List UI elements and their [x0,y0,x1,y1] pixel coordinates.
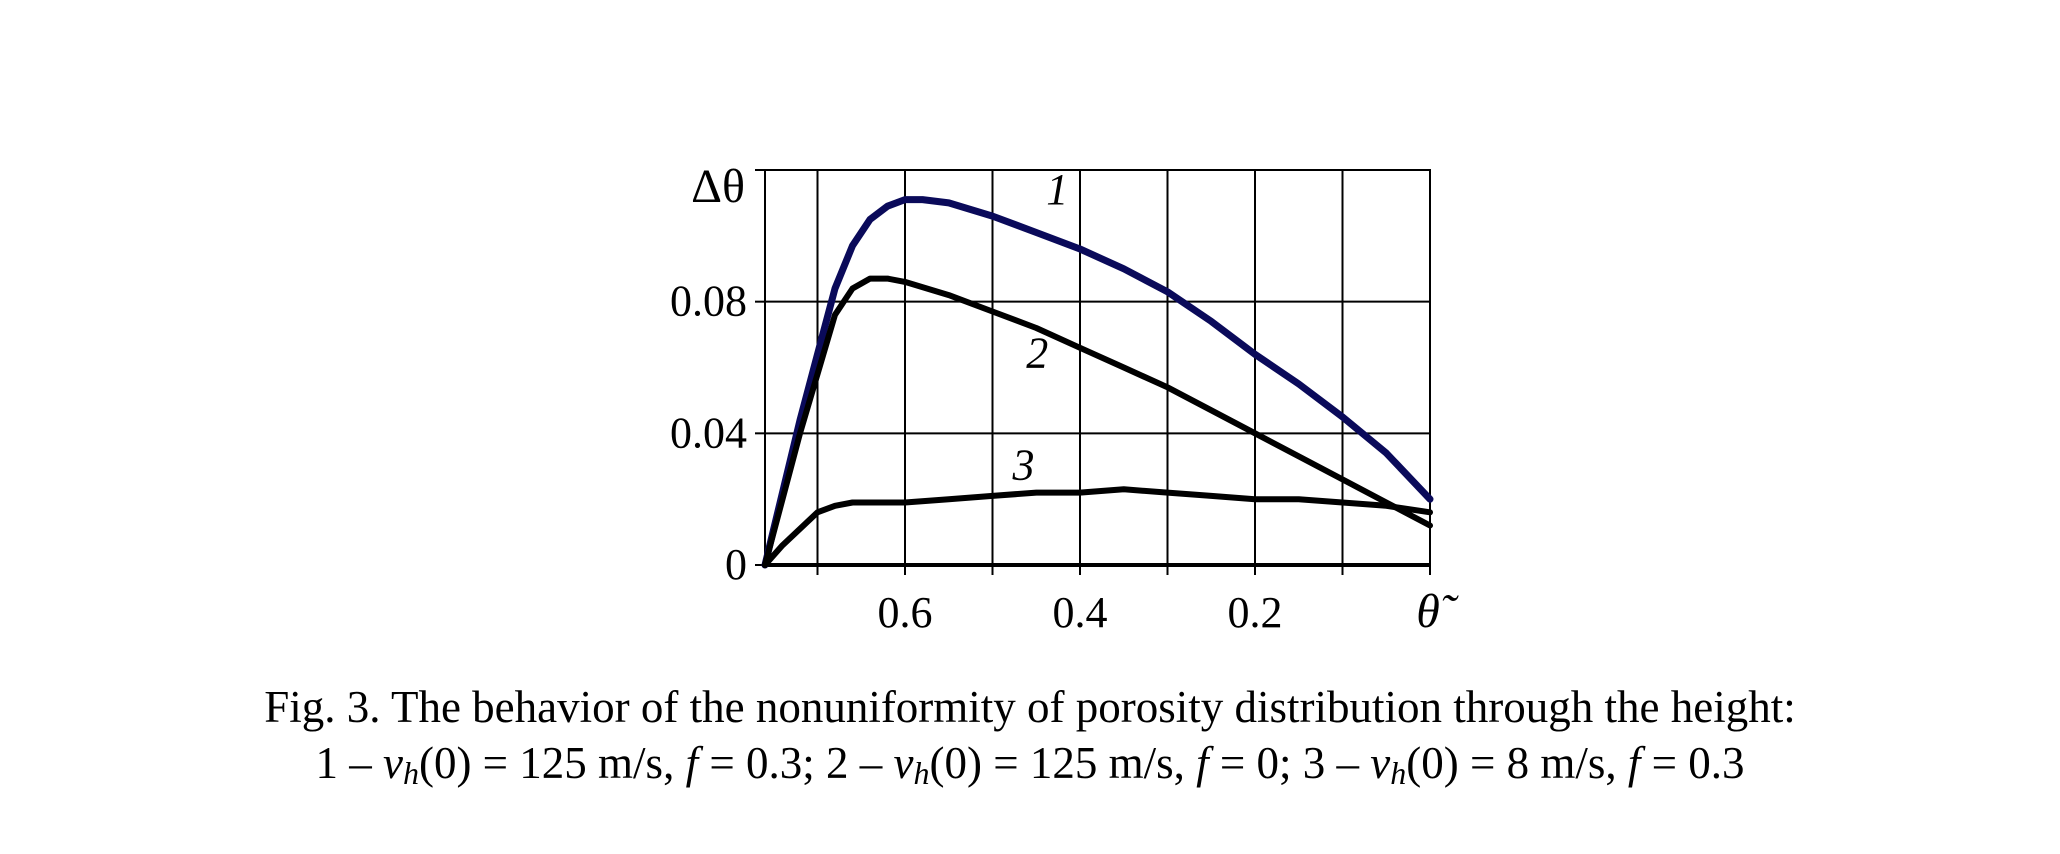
caption-part: (0) = 125 m/s, [418,738,686,788]
caption-part: = 0.3 [1640,738,1745,788]
caption-velocity-subscript: h [913,755,930,791]
y-axis-label: Δθ [691,160,745,213]
x-tick-label: 0.6 [878,588,933,637]
caption-velocity-symbol: v [1370,738,1391,788]
caption-friction-symbol: f [685,738,699,788]
series-label-1: 1 [1046,165,1068,214]
caption-part: (0) = 125 m/s, [929,738,1197,788]
caption-part: = 0; 3 – [1208,738,1371,788]
caption-velocity-subscript: h [402,755,419,791]
caption-line-1: Fig. 3. The behavior of the nonuniformit… [264,682,1796,732]
x-axis-label: θ̃ [1416,585,1459,638]
caption-line-2: 1 – vh(0) = 125 m/s, f = 0.3; 2 – vh(0) … [0,738,2060,791]
caption-friction-symbol: f [1196,738,1209,788]
caption-velocity-subscript: h [1390,755,1407,791]
caption-part: = 0.3; 2 – [698,738,894,788]
series-lines [761,196,1434,569]
caption-velocity-symbol: v [382,738,403,788]
series-line-2 [762,275,1433,568]
caption-friction-symbol: f [1627,738,1641,788]
caption-velocity-symbol: v [893,738,914,788]
series-line-1 [761,196,1434,569]
x-tick-label: 0.2 [1228,588,1283,637]
axes [755,169,1431,575]
y-tick-label: 0.04 [670,408,747,457]
series-label-3: 3 [1012,440,1035,489]
series-line-3 [762,486,1433,568]
caption-part: 1 – [315,738,383,788]
caption-part: (0) = 8 m/s, [1406,738,1628,788]
porosity-chart: 1 2 3 0 0.04 0.08 0.6 0.4 0.2 Δθ θ̃ [670,160,1459,638]
grid [765,170,1430,565]
y-tick-label: 0 [725,540,747,589]
y-tick-label: 0.08 [670,277,747,326]
x-tick-label: 0.4 [1053,588,1108,637]
series-label-2: 2 [1026,329,1048,378]
